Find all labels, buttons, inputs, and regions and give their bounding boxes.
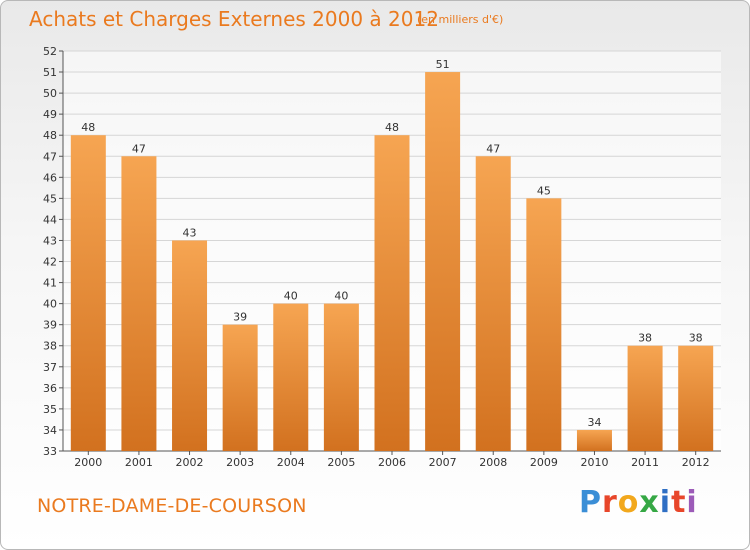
y-tick-label: 39: [43, 319, 57, 332]
value-label: 45: [537, 184, 551, 197]
y-tick-label: 36: [43, 382, 57, 395]
value-label: 39: [233, 311, 247, 324]
x-tick-label: 2008: [479, 456, 507, 469]
x-tick-label: 2010: [580, 456, 608, 469]
bar: [70, 135, 106, 452]
value-label: 34: [587, 416, 601, 429]
x-tick-label: 2004: [277, 456, 305, 469]
y-tick-label: 42: [43, 256, 57, 269]
y-tick-label: 44: [43, 213, 57, 226]
x-tick-label: 2011: [631, 456, 659, 469]
y-tick-label: 35: [43, 403, 57, 416]
x-tick-label: 2001: [125, 456, 153, 469]
y-tick-label: 38: [43, 340, 57, 353]
x-tick-label: 2002: [176, 456, 204, 469]
bar: [222, 324, 258, 451]
logo-letter: i: [686, 485, 698, 520]
value-label: 38: [689, 332, 703, 345]
chart-unit: (en milliers d'€): [417, 13, 504, 26]
value-label: 38: [638, 332, 652, 345]
logo-letter: i: [659, 485, 672, 520]
value-label: 47: [486, 142, 500, 155]
value-label: 48: [81, 121, 95, 134]
bar: [627, 345, 663, 451]
y-tick-label: 40: [43, 298, 57, 311]
bar: [576, 429, 612, 451]
y-tick-label: 33: [43, 445, 57, 458]
value-label: 40: [334, 290, 348, 303]
x-tick-label: 2007: [429, 456, 457, 469]
value-label: 40: [284, 290, 298, 303]
commune-name: NOTRE-DAME-DE-COURSON: [37, 495, 307, 517]
chart-title: Achats et Charges Externes 2000 à 2012: [29, 7, 439, 31]
y-tick-label: 50: [43, 87, 57, 100]
y-tick-label: 37: [43, 361, 57, 374]
y-tick-label: 46: [43, 171, 57, 184]
x-tick-label: 2005: [327, 456, 355, 469]
logo-letter: o: [617, 485, 640, 520]
bar: [475, 156, 511, 451]
bar: [172, 240, 208, 451]
logo-letter: P: [579, 485, 602, 520]
value-label: 51: [436, 58, 450, 71]
logo-letter: x: [639, 485, 660, 520]
x-tick-label: 2009: [530, 456, 558, 469]
value-label: 47: [132, 142, 146, 155]
bar: [323, 303, 359, 451]
y-tick-label: 48: [43, 129, 57, 142]
bar: [273, 303, 309, 451]
y-tick-label: 43: [43, 234, 57, 247]
bar: [678, 345, 714, 451]
y-tick-label: 51: [43, 66, 57, 79]
y-tick-label: 49: [43, 108, 57, 121]
value-label: 43: [183, 226, 197, 239]
x-tick-label: 2006: [378, 456, 406, 469]
y-tick-label: 47: [43, 150, 57, 163]
bar: [374, 135, 410, 452]
proxiti-logo: Proxiti: [579, 485, 698, 520]
logo-letter: r: [602, 485, 618, 520]
y-tick-label: 41: [43, 277, 57, 290]
y-tick-label: 52: [43, 45, 57, 58]
bar: [526, 198, 562, 451]
x-tick-label: 2000: [74, 456, 102, 469]
x-tick-label: 2003: [226, 456, 254, 469]
y-tick-label: 34: [43, 424, 57, 437]
bar: [121, 156, 157, 451]
bar: [425, 72, 461, 451]
x-tick-label: 2012: [682, 456, 710, 469]
logo-letter: t: [671, 485, 687, 520]
value-label: 48: [385, 121, 399, 134]
y-tick-label: 45: [43, 192, 57, 205]
